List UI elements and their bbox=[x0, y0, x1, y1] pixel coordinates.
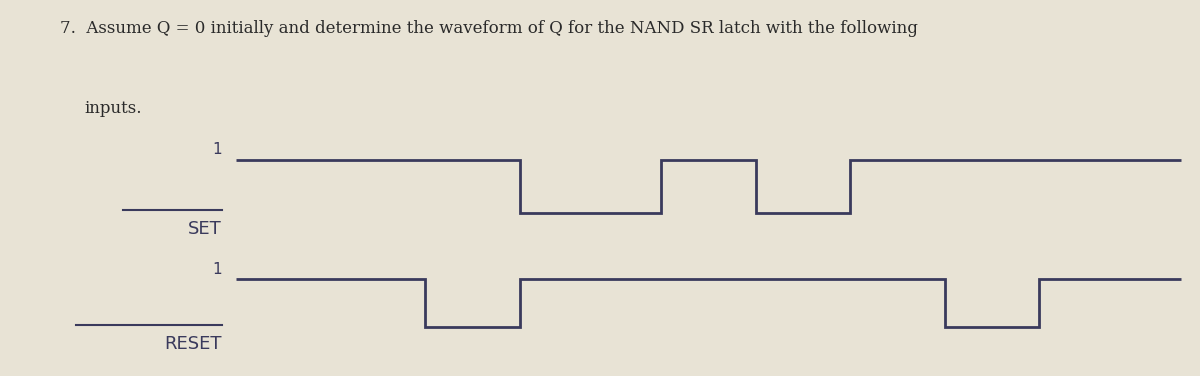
Text: RESET: RESET bbox=[164, 335, 222, 353]
Text: 1: 1 bbox=[212, 262, 222, 276]
Text: 7.  Assume Q = 0 initially and determine the waveform of Q for the NAND SR latch: 7. Assume Q = 0 initially and determine … bbox=[60, 20, 918, 37]
Text: inputs.: inputs. bbox=[84, 100, 142, 117]
Text: 1: 1 bbox=[212, 142, 222, 157]
Text: SET: SET bbox=[188, 220, 222, 238]
